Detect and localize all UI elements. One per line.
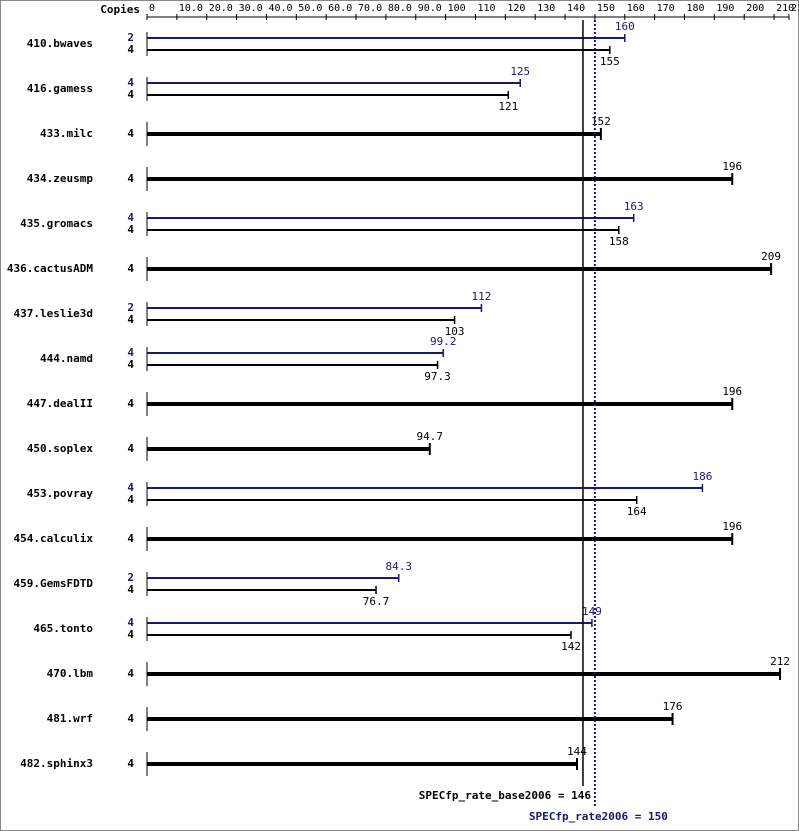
- x-tick-label: 160: [627, 3, 645, 14]
- copies: 4: [127, 493, 134, 506]
- benchmark-name: 465.tonto: [33, 622, 93, 635]
- copies: 2: [127, 31, 134, 44]
- copies: 4: [127, 358, 134, 371]
- x-tick-label: 140: [567, 3, 585, 14]
- value-label: 186: [692, 470, 712, 483]
- value-label: 112: [471, 290, 491, 303]
- copies: 4: [127, 481, 134, 494]
- copies: 4: [127, 712, 134, 725]
- x-tick-label: 215: [791, 3, 799, 14]
- x-tick-label: 10.0: [179, 3, 203, 14]
- value-label: 142: [561, 640, 581, 653]
- benchmark-name: 447.dealII: [27, 397, 93, 410]
- value-label: 121: [498, 100, 518, 113]
- copies: 4: [127, 628, 134, 641]
- x-tick-label: 200: [746, 3, 764, 14]
- x-tick-label: 80.0: [388, 3, 412, 14]
- value-label: 160: [615, 20, 635, 33]
- benchmark-name: 444.namd: [40, 352, 93, 365]
- x-tick-label: 50.0: [298, 3, 322, 14]
- benchmark-name: 453.povray: [27, 487, 94, 500]
- benchmark-name: 416.gamess: [27, 82, 93, 95]
- copies: 4: [127, 583, 134, 596]
- benchmark-name: 454.calculix: [14, 532, 94, 545]
- benchmark-name: 434.zeusmp: [27, 172, 94, 185]
- x-tick-label: 0: [149, 3, 155, 14]
- value-label: 155: [600, 55, 620, 68]
- value-label: 158: [609, 235, 629, 248]
- copies: 4: [127, 43, 134, 56]
- x-tick-label: 70.0: [358, 3, 382, 14]
- x-tick-label: 130: [537, 3, 555, 14]
- value-label: 176: [663, 700, 683, 713]
- x-tick-label: 190: [716, 3, 734, 14]
- x-tick-label: 30.0: [239, 3, 263, 14]
- x-tick-label: 110: [477, 3, 495, 14]
- x-tick-label: 40.0: [268, 3, 292, 14]
- x-tick-label: 170: [657, 3, 675, 14]
- copies: 4: [127, 211, 134, 224]
- copies: 4: [127, 532, 134, 545]
- value-label: 209: [761, 250, 781, 263]
- value-label: 125: [510, 65, 530, 78]
- benchmark-name: 436.cactusADM: [7, 262, 93, 275]
- value-label: 149: [582, 605, 602, 618]
- x-tick-label: 150: [597, 3, 615, 14]
- copies: 4: [127, 172, 134, 185]
- value-label: 212: [770, 655, 790, 668]
- x-tick-label: 100: [448, 3, 466, 14]
- copies: 2: [127, 571, 134, 584]
- value-label: 152: [591, 115, 611, 128]
- copies: 4: [127, 397, 134, 410]
- copies: 4: [127, 616, 134, 629]
- x-tick-label: 210: [776, 3, 794, 14]
- value-label: 196: [722, 520, 742, 533]
- benchmark-name: 437.leslie3d: [14, 307, 93, 320]
- axis-label: Copies: [100, 3, 140, 16]
- copies: 2: [127, 301, 134, 314]
- copies: 4: [127, 346, 134, 359]
- value-label: 99.2: [430, 335, 457, 348]
- reference-label: SPECfp_rate2006 = 150: [529, 810, 668, 823]
- benchmark-name: 482.sphinx3: [20, 757, 93, 770]
- value-label: 97.3: [424, 370, 451, 383]
- benchmark-name: 459.GemsFDTD: [14, 577, 94, 590]
- copies: 4: [127, 223, 134, 236]
- benchmark-name: 435.gromacs: [20, 217, 93, 230]
- x-tick-label: 20.0: [209, 3, 233, 14]
- copies: 4: [127, 667, 134, 680]
- benchmark-name: 433.milc: [40, 127, 93, 140]
- copies: 4: [127, 262, 134, 275]
- x-tick-label: 60.0: [328, 3, 352, 14]
- value-label: 76.7: [363, 595, 390, 608]
- copies: 4: [127, 757, 134, 770]
- value-label: 196: [722, 160, 742, 173]
- value-label: 84.3: [385, 560, 412, 573]
- x-tick-label: 180: [686, 3, 704, 14]
- copies: 4: [127, 313, 134, 326]
- copies: 4: [127, 127, 134, 140]
- benchmark-name: 470.lbm: [47, 667, 94, 680]
- x-tick-label: 90.0: [418, 3, 442, 14]
- benchmark-name: 481.wrf: [47, 712, 93, 725]
- value-label: 164: [627, 505, 647, 518]
- value-label: 103: [445, 325, 465, 338]
- reference-label: SPECfp_rate_base2006 = 146: [419, 789, 592, 802]
- copies: 4: [127, 442, 134, 455]
- x-tick-label: 120: [507, 3, 525, 14]
- benchmark-name: 410.bwaves: [27, 37, 93, 50]
- value-label: 94.7: [417, 430, 444, 443]
- copies: 4: [127, 76, 134, 89]
- benchmark-name: 450.soplex: [27, 442, 94, 455]
- value-label: 144: [567, 745, 587, 758]
- value-label: 196: [722, 385, 742, 398]
- copies: 4: [127, 88, 134, 101]
- value-label: 163: [624, 200, 644, 213]
